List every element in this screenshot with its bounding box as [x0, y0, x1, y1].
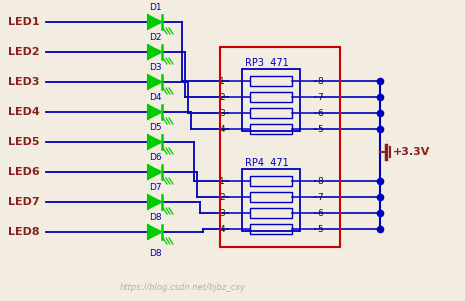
Text: D8: D8 [149, 213, 162, 222]
Text: https://blog.csdn.net/bjbz_cxy: https://blog.csdn.net/bjbz_cxy [120, 284, 246, 293]
Text: D5: D5 [149, 123, 162, 132]
Text: LED1: LED1 [8, 17, 40, 27]
Text: LED5: LED5 [8, 137, 40, 147]
Text: D7: D7 [149, 183, 162, 192]
Text: LED3: LED3 [8, 77, 40, 87]
Text: LED6: LED6 [8, 167, 40, 177]
Bar [242, 69, 300, 131]
Text: 7: 7 [317, 193, 323, 201]
Text: 4: 4 [219, 125, 225, 134]
Bar [250, 92, 292, 102]
Text: 1: 1 [219, 76, 225, 85]
Polygon shape [148, 165, 162, 179]
Bar [250, 224, 292, 234]
Text: 5: 5 [317, 225, 323, 234]
Text: 3: 3 [219, 209, 225, 218]
Text: D2: D2 [149, 33, 161, 42]
Text: LED2: LED2 [8, 47, 40, 57]
Text: +3.3V: +3.3V [393, 147, 431, 157]
Text: RP3  471: RP3 471 [245, 58, 289, 68]
Text: D6: D6 [149, 153, 162, 162]
Polygon shape [148, 195, 162, 209]
Text: D8: D8 [149, 249, 162, 258]
Bar [250, 124, 292, 134]
Polygon shape [148, 135, 162, 149]
Bar [250, 76, 292, 86]
Text: D1: D1 [149, 3, 162, 12]
Bar [250, 176, 292, 186]
Polygon shape [148, 45, 162, 59]
Text: 6: 6 [317, 209, 323, 218]
Text: 2: 2 [219, 193, 225, 201]
Text: 5: 5 [317, 125, 323, 134]
Text: 4: 4 [219, 225, 225, 234]
Polygon shape [148, 15, 162, 29]
Polygon shape [148, 225, 162, 239]
Text: D3: D3 [149, 63, 162, 72]
Text: 1: 1 [219, 176, 225, 185]
Text: 7: 7 [317, 92, 323, 101]
Bar [250, 208, 292, 218]
Polygon shape [148, 75, 162, 89]
Text: 3: 3 [219, 108, 225, 117]
Bar [220, 47, 340, 247]
Text: RP4  471: RP4 471 [245, 158, 289, 168]
Text: 2: 2 [219, 92, 225, 101]
Text: 8: 8 [317, 176, 323, 185]
Text: LED7: LED7 [8, 197, 40, 207]
Text: 6: 6 [317, 108, 323, 117]
Text: LED4: LED4 [8, 107, 40, 117]
Text: LED8: LED8 [8, 227, 40, 237]
Polygon shape [148, 105, 162, 119]
Bar [250, 108, 292, 118]
Bar [250, 192, 292, 202]
Text: 8: 8 [317, 76, 323, 85]
Bar [242, 169, 300, 231]
Text: D4: D4 [149, 93, 161, 102]
